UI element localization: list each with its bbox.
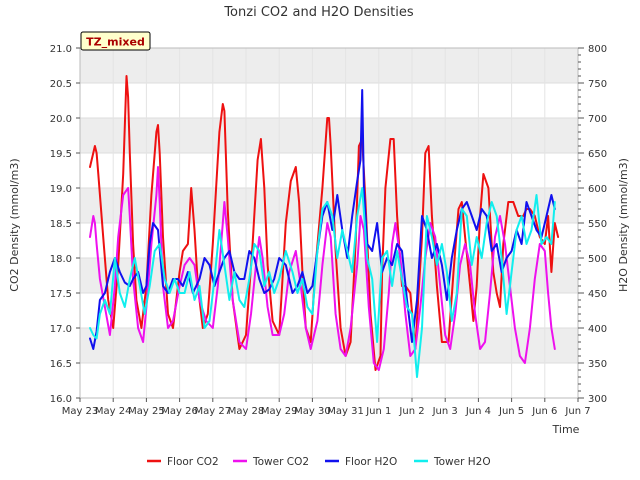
right-tick-label: 450	[588, 289, 607, 300]
right-tick-label: 500	[588, 254, 607, 265]
legend-label-tower-h2o: Tower H2O	[433, 456, 491, 468]
legend-label-tower-co2: Tower CO2	[252, 456, 309, 468]
right-axis: 300 350 400 450 500 550 600 650 700 750 800	[578, 44, 607, 405]
x-tick-label: May 25	[128, 406, 165, 417]
x-tick-label: May 28	[228, 406, 265, 417]
background-band	[80, 48, 578, 83]
series-line-tower-co2	[89, 166, 556, 371]
x-tick-label: May 24	[95, 406, 132, 417]
x-tick-label: Jun 1	[365, 406, 391, 417]
x-tick-label: Jun 3	[432, 406, 458, 417]
x-tick-label: Jun 7	[564, 406, 590, 417]
left-tick-label: 18.0	[50, 254, 72, 265]
left-tick-label: 19.0	[50, 184, 72, 195]
left-tick-label: 18.5	[50, 219, 72, 230]
left-tick-label: 17.0	[50, 324, 72, 335]
series-line-tower-h2o	[89, 187, 556, 378]
legend: Floor CO2 Tower CO2 Floor H2O Tower H2O	[147, 456, 491, 468]
left-axis: 16.0 16.5 17.0 17.5 18.0 18.5 19.0 19.5 20.0 20.5…	[50, 44, 80, 405]
site-badge-label: TZ_mixed	[86, 36, 145, 49]
x-tick-label: May 31	[327, 406, 364, 417]
right-tick-label: 300	[588, 394, 607, 405]
left-tick-label: 20.5	[50, 79, 72, 90]
right-tick-label: 600	[588, 184, 607, 195]
x-tick-label: May 23	[62, 406, 99, 417]
legend-label-floor-h2o: Floor H2O	[345, 456, 397, 468]
left-axis-label: CO2 Density (mmol/m3)	[8, 158, 21, 291]
right-tick-label: 700	[588, 114, 607, 125]
left-tick-label: 17.5	[50, 289, 72, 300]
right-tick-label: 550	[588, 219, 607, 230]
x-tick-label: May 26	[161, 406, 198, 417]
x-tick-label: May 29	[261, 406, 298, 417]
x-tick-label: Jun 2	[398, 406, 424, 417]
series-line-floor-co2	[89, 75, 560, 371]
legend-label-floor-co2: Floor CO2	[167, 456, 219, 468]
left-tick-label: 16.0	[50, 394, 72, 405]
x-axis-label: Time	[552, 423, 580, 436]
x-tick-label: May 27	[195, 406, 232, 417]
left-tick-label: 21.0	[50, 44, 72, 55]
site-badge: TZ_mixed	[80, 31, 151, 51]
left-tick-label: 19.5	[50, 149, 72, 160]
chart-title: Tonzi CO2 and H2O Densities	[223, 5, 414, 20]
x-tick-label: Jun 6	[531, 406, 557, 417]
right-tick-label: 800	[588, 44, 607, 55]
x-tick-label: Jun 5	[498, 406, 524, 417]
background-band	[80, 328, 578, 363]
right-axis-label: H2O Density (mmol/m3)	[617, 158, 630, 292]
left-tick-label: 20.0	[50, 114, 72, 125]
right-tick-label: 400	[588, 324, 607, 335]
right-tick-label: 650	[588, 149, 607, 160]
x-tick-label: Jun 4	[465, 406, 491, 417]
right-tick-label: 750	[588, 79, 607, 90]
series-lines	[89, 75, 560, 378]
series-line-floor-h2o	[89, 89, 556, 350]
left-tick-label: 16.5	[50, 359, 72, 370]
x-tick-label: May 30	[294, 406, 331, 417]
right-tick-label: 350	[588, 359, 607, 370]
